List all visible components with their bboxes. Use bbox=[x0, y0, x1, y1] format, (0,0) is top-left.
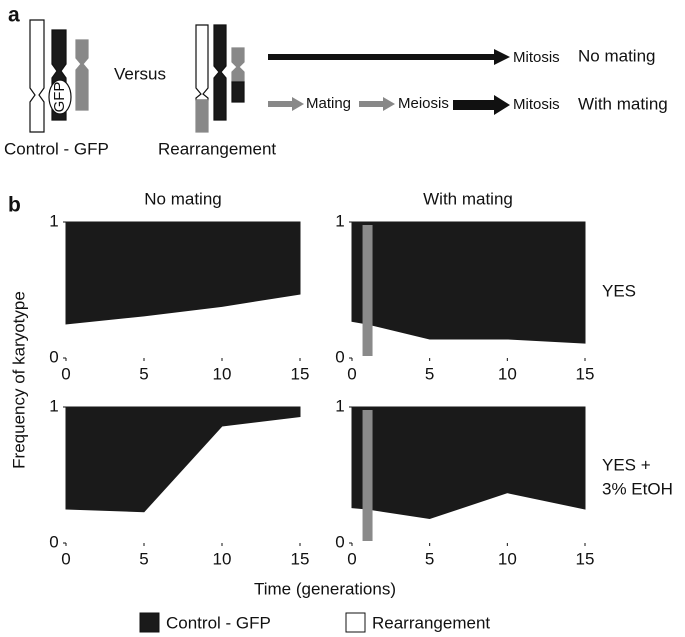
x-tick-label: 5 bbox=[139, 549, 148, 568]
x-tick-label: 5 bbox=[425, 549, 434, 568]
y-axis-label: Frequency of karyotype bbox=[9, 291, 28, 469]
x-tick-label: 10 bbox=[498, 364, 517, 383]
legend-label: Rearrangement bbox=[372, 613, 490, 632]
step: Meiosis bbox=[398, 95, 449, 112]
area bbox=[351, 221, 586, 344]
arrows bbox=[268, 49, 510, 115]
y-tick-label: 0 bbox=[335, 347, 344, 366]
x-tick-label: 0 bbox=[61, 364, 70, 383]
arrow bbox=[453, 95, 510, 115]
mating-event bbox=[362, 410, 373, 541]
legend-swatch bbox=[345, 612, 366, 633]
y-tick-label: 1 bbox=[49, 211, 58, 230]
x-tick-label: 10 bbox=[213, 549, 232, 568]
area bbox=[65, 221, 301, 325]
gfp-marker bbox=[48, 79, 72, 115]
step: Mating bbox=[306, 95, 351, 112]
column-title: No mating bbox=[144, 189, 221, 208]
x-tick-label: 15 bbox=[576, 549, 595, 568]
x-tick-label: 5 bbox=[425, 364, 434, 383]
x-tick-label: 5 bbox=[139, 364, 148, 383]
x-tick-label: 15 bbox=[576, 364, 595, 383]
arrow bbox=[268, 49, 510, 65]
y-tick-label: 0 bbox=[49, 347, 58, 366]
x-tick-label: 0 bbox=[347, 364, 356, 383]
y-tick-label: 0 bbox=[49, 532, 58, 551]
chromosome bbox=[213, 24, 227, 121]
column-title: With mating bbox=[423, 189, 513, 208]
legend-swatch bbox=[139, 612, 160, 633]
arrow bbox=[359, 97, 395, 111]
outcome: With mating bbox=[578, 94, 668, 113]
y-tick-label: 1 bbox=[49, 396, 58, 415]
x-tick-label: 0 bbox=[61, 549, 70, 568]
x-tick-label: 15 bbox=[291, 549, 310, 568]
y-tick-label: 1 bbox=[335, 211, 344, 230]
row-label: YES + bbox=[602, 455, 651, 474]
chromosomes bbox=[29, 19, 245, 133]
x-tick-label: 10 bbox=[213, 364, 232, 383]
panel-label: a bbox=[8, 4, 20, 27]
versus: Versus bbox=[114, 64, 166, 83]
step: Mitosis bbox=[513, 96, 560, 113]
chromosome bbox=[231, 47, 245, 83]
outcome: No mating bbox=[578, 46, 655, 65]
mating-event bbox=[362, 225, 373, 356]
y-tick-label: 1 bbox=[335, 396, 344, 415]
chromosome bbox=[195, 24, 209, 101]
chromosome bbox=[231, 81, 245, 103]
x-tick-label: 15 bbox=[291, 364, 310, 383]
area bbox=[351, 406, 586, 520]
row-label: YES bbox=[602, 281, 636, 300]
chromosome bbox=[195, 99, 209, 133]
row-label: 3% EtOH bbox=[602, 479, 673, 498]
panel-label: b bbox=[8, 194, 21, 217]
x-tick-label: 10 bbox=[498, 549, 517, 568]
x-axis-label: Time (generations) bbox=[254, 579, 396, 598]
legend-label: Control - GFP bbox=[166, 613, 271, 632]
area bbox=[65, 406, 301, 513]
gfp-text: GFP bbox=[51, 82, 68, 113]
step: Mitosis bbox=[513, 49, 560, 66]
y-tick-label: 0 bbox=[335, 532, 344, 551]
x-tick-label: 0 bbox=[347, 549, 356, 568]
chromosome bbox=[29, 19, 45, 133]
chromosome bbox=[75, 39, 89, 111]
caption: Control - GFP bbox=[4, 139, 109, 158]
arrow bbox=[268, 97, 304, 111]
caption: Rearrangement bbox=[158, 139, 276, 158]
